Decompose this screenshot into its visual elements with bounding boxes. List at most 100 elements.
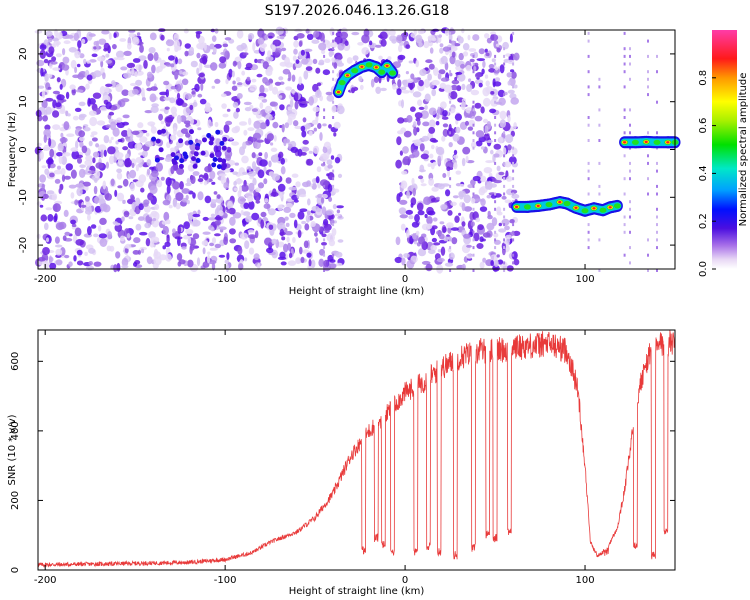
noise-blob [406,259,415,269]
noise-blob [484,33,490,39]
noise-blob [62,48,66,56]
noise-streak [512,177,515,181]
noise-blob [412,233,417,240]
noise-streak [494,139,497,142]
noise-blob [153,248,159,257]
noise-blob [280,166,286,175]
noise-blob [197,127,202,131]
noise-streak [323,116,326,119]
noise-blob [198,62,203,71]
noise-blob [413,29,417,36]
noise-blob [176,253,183,261]
noise-blob [395,34,403,44]
noise-blob [116,172,123,180]
noise-streak [494,116,497,119]
noise-blob [225,264,229,272]
noise-streak [587,39,590,43]
noise-blob [246,76,251,81]
noise-blob [175,192,184,202]
noise-blob [513,258,520,266]
noise-blob [333,132,337,137]
noise-blob [466,253,473,259]
noise-blob [438,36,442,43]
noise-blob [140,187,145,193]
noise-blob [223,236,229,245]
noise-streak [587,161,590,165]
track-peak-max [345,74,350,77]
noise-blob [435,121,440,126]
noise-streak [656,238,658,242]
noise-blob [506,72,513,78]
noise-blob [407,78,414,84]
noise-blob [113,264,118,273]
y-tick-label: 0 [18,146,29,152]
noise-blob [107,231,113,240]
noise-streak [449,31,452,35]
noise-blob [105,101,112,110]
noise-blob [223,124,230,134]
noise-blob [95,143,100,148]
noise-blob [181,188,190,194]
noise-blob [439,221,445,225]
noise-blob [161,128,166,134]
noise-blob [44,222,49,231]
noise-blob [278,95,283,99]
noise-blob [172,127,177,136]
noise-blob [88,140,93,147]
y-tick-label: 20 [18,48,29,61]
noise-blob [149,185,158,194]
noise-blob [221,163,227,169]
noise-blob [145,132,150,137]
noise-blob [255,187,261,193]
noise-blob [257,262,261,271]
noise-blob [214,121,219,128]
noise-blob [177,225,182,234]
noise-blob [486,194,492,199]
noise-blob [210,199,217,204]
noise-blob [224,37,232,41]
noise-streak [503,154,506,158]
noise-blob [105,53,110,58]
noise-streak [598,77,601,81]
track-core [389,70,396,76]
noise-blob [373,76,379,83]
noise-blob [197,93,203,98]
noise-blob [126,232,131,239]
noise-blob [399,207,406,215]
noise-blob [93,46,98,50]
noise-blob [271,155,279,163]
noise-blob [206,133,212,138]
noise-blob [176,114,182,124]
noise-streak [472,139,475,142]
noise-blob [69,84,76,90]
noise-blob [195,32,201,39]
noise-blob [405,209,413,215]
noise-blob [454,76,458,81]
noise-streak [623,192,626,196]
noise-blob [323,223,332,231]
noise-blob [121,89,129,96]
noise-blob [77,73,84,80]
noise-blob [502,147,507,155]
noise-blob [440,55,448,65]
noise-blob [103,42,110,51]
noise-blob [507,80,511,86]
noise-blob [450,227,459,231]
noise-blob [175,56,178,65]
noise-streak [494,246,497,250]
noise-blob [482,257,487,263]
noise-blob [262,61,269,70]
noise-blob [498,228,507,233]
x-tick-label: 0 [402,575,408,586]
noise-blob [114,223,123,232]
noise-blob [489,108,497,114]
noise-blob [121,98,130,103]
noise-blob [233,181,237,186]
noise-blob [491,217,498,227]
noise-blob [411,183,418,191]
noise-blob [85,155,93,162]
noise-blob [190,175,196,184]
noise-blob [65,91,70,100]
noise-blob [253,120,261,129]
noise-blob [163,80,170,86]
